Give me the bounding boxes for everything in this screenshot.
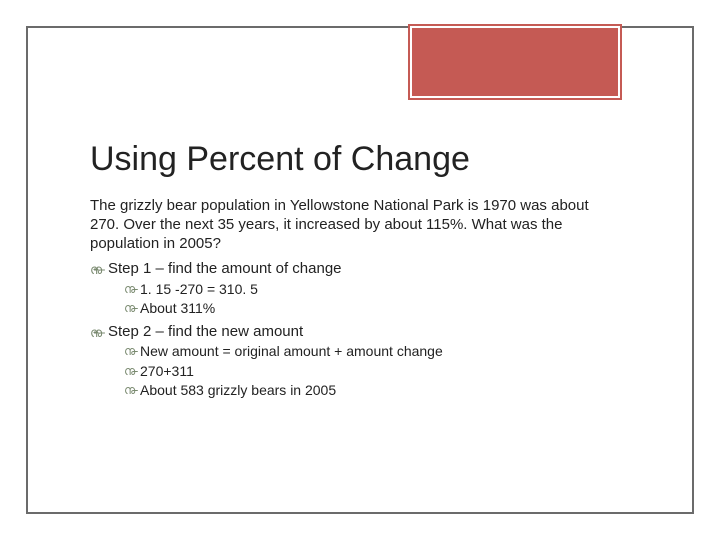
accent-box	[410, 26, 620, 98]
bullet-icon: ൹	[124, 283, 138, 295]
step-1-sub-1: ൹ About 311%	[90, 299, 630, 319]
slide-title: Using Percent of Change	[90, 140, 630, 179]
step-2-sub-1: ൹ 270+311	[90, 362, 630, 382]
step-2-sub-2: ൹ About 583 grizzly bears in 2005	[90, 381, 630, 401]
slide-content: Using Percent of Change The grizzly bear…	[90, 140, 630, 401]
bullet-icon: ൹	[124, 345, 138, 357]
step-2-label: Step 2 – find the new amount	[108, 323, 303, 340]
step-2: ൹ Step 2 – find the new amount	[90, 322, 630, 342]
step-1-sub-0-text: 1. 15 -270 = 310. 5	[140, 281, 258, 297]
step-2-sub-0: ൹ New amount = original amount + amount …	[90, 342, 630, 362]
step-1-label: Step 1 – find the amount of change	[108, 260, 342, 277]
step-1-sub-1-text: About 311%	[140, 300, 215, 316]
step-2-sub-2-text: About 583 grizzly bears in 2005	[140, 382, 336, 398]
bullet-icon: ൹	[90, 263, 105, 276]
step-2-sub-0-text: New amount = original amount + amount ch…	[140, 343, 443, 359]
bullet-icon: ൹	[90, 326, 105, 339]
bullet-icon: ൹	[124, 302, 138, 314]
step-1-sub-0: ൹ 1. 15 -270 = 310. 5	[90, 280, 630, 300]
bullet-icon: ൹	[124, 384, 138, 396]
step-2-sub-1-text: 270+311	[140, 363, 194, 379]
slide-frame: Using Percent of Change The grizzly bear…	[26, 26, 694, 514]
step-1: ൹ Step 1 – find the amount of change	[90, 259, 630, 279]
problem-text: The grizzly bear population in Yellowsto…	[90, 197, 600, 253]
bullet-icon: ൹	[124, 365, 138, 377]
